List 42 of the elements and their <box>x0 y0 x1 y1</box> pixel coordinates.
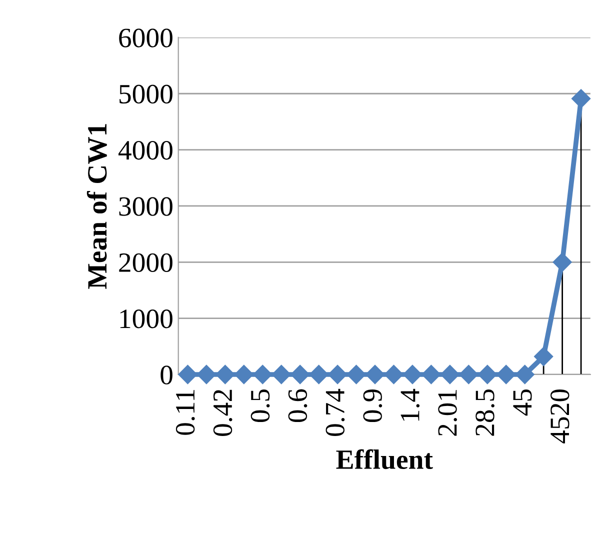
point <box>253 364 272 384</box>
point <box>216 364 235 384</box>
x-tick-label: 28.5 <box>476 389 494 436</box>
x-tick-label: 0.9 <box>363 390 382 422</box>
y-tick-label: 3000 <box>119 197 172 216</box>
point <box>309 364 328 384</box>
point <box>478 364 497 384</box>
point <box>552 252 572 272</box>
point <box>440 364 460 384</box>
point <box>346 364 366 384</box>
x-tick-label: 1.4 <box>400 388 420 421</box>
point <box>496 364 516 384</box>
y-axis-title: Mean of CW1 <box>86 124 107 289</box>
point <box>572 89 591 108</box>
point <box>459 364 478 384</box>
x-tick-label: 4520 <box>550 389 570 444</box>
y-tick-label: 1000 <box>120 309 172 328</box>
x-tick-label: 0.42 <box>213 390 232 436</box>
point <box>196 364 216 384</box>
x-tick-label: 2.01 <box>438 390 458 436</box>
x-tick-label: 0.74 <box>326 388 345 436</box>
point <box>384 364 404 384</box>
y-tick-label: 4000 <box>118 140 172 160</box>
x-tick-label: 0.11 <box>176 390 195 435</box>
point <box>178 364 198 384</box>
x-tick-label: 0.5 <box>250 389 270 422</box>
point <box>328 364 348 384</box>
point <box>234 364 254 384</box>
y-tick-label: 0 <box>160 366 172 384</box>
point <box>422 364 441 384</box>
point <box>402 364 422 384</box>
point <box>290 364 310 384</box>
y-tick-label: 2000 <box>119 253 172 272</box>
point <box>515 364 534 384</box>
x-tick-label: 45 <box>513 389 532 416</box>
y-tick-label: 5000 <box>120 84 172 104</box>
x-axis-title: Effluent <box>336 449 433 470</box>
point <box>272 364 291 384</box>
point <box>365 364 385 384</box>
point <box>534 346 554 366</box>
x-tick-label: 0.6 <box>288 389 308 422</box>
y-tick-label: 6000 <box>119 28 172 48</box>
